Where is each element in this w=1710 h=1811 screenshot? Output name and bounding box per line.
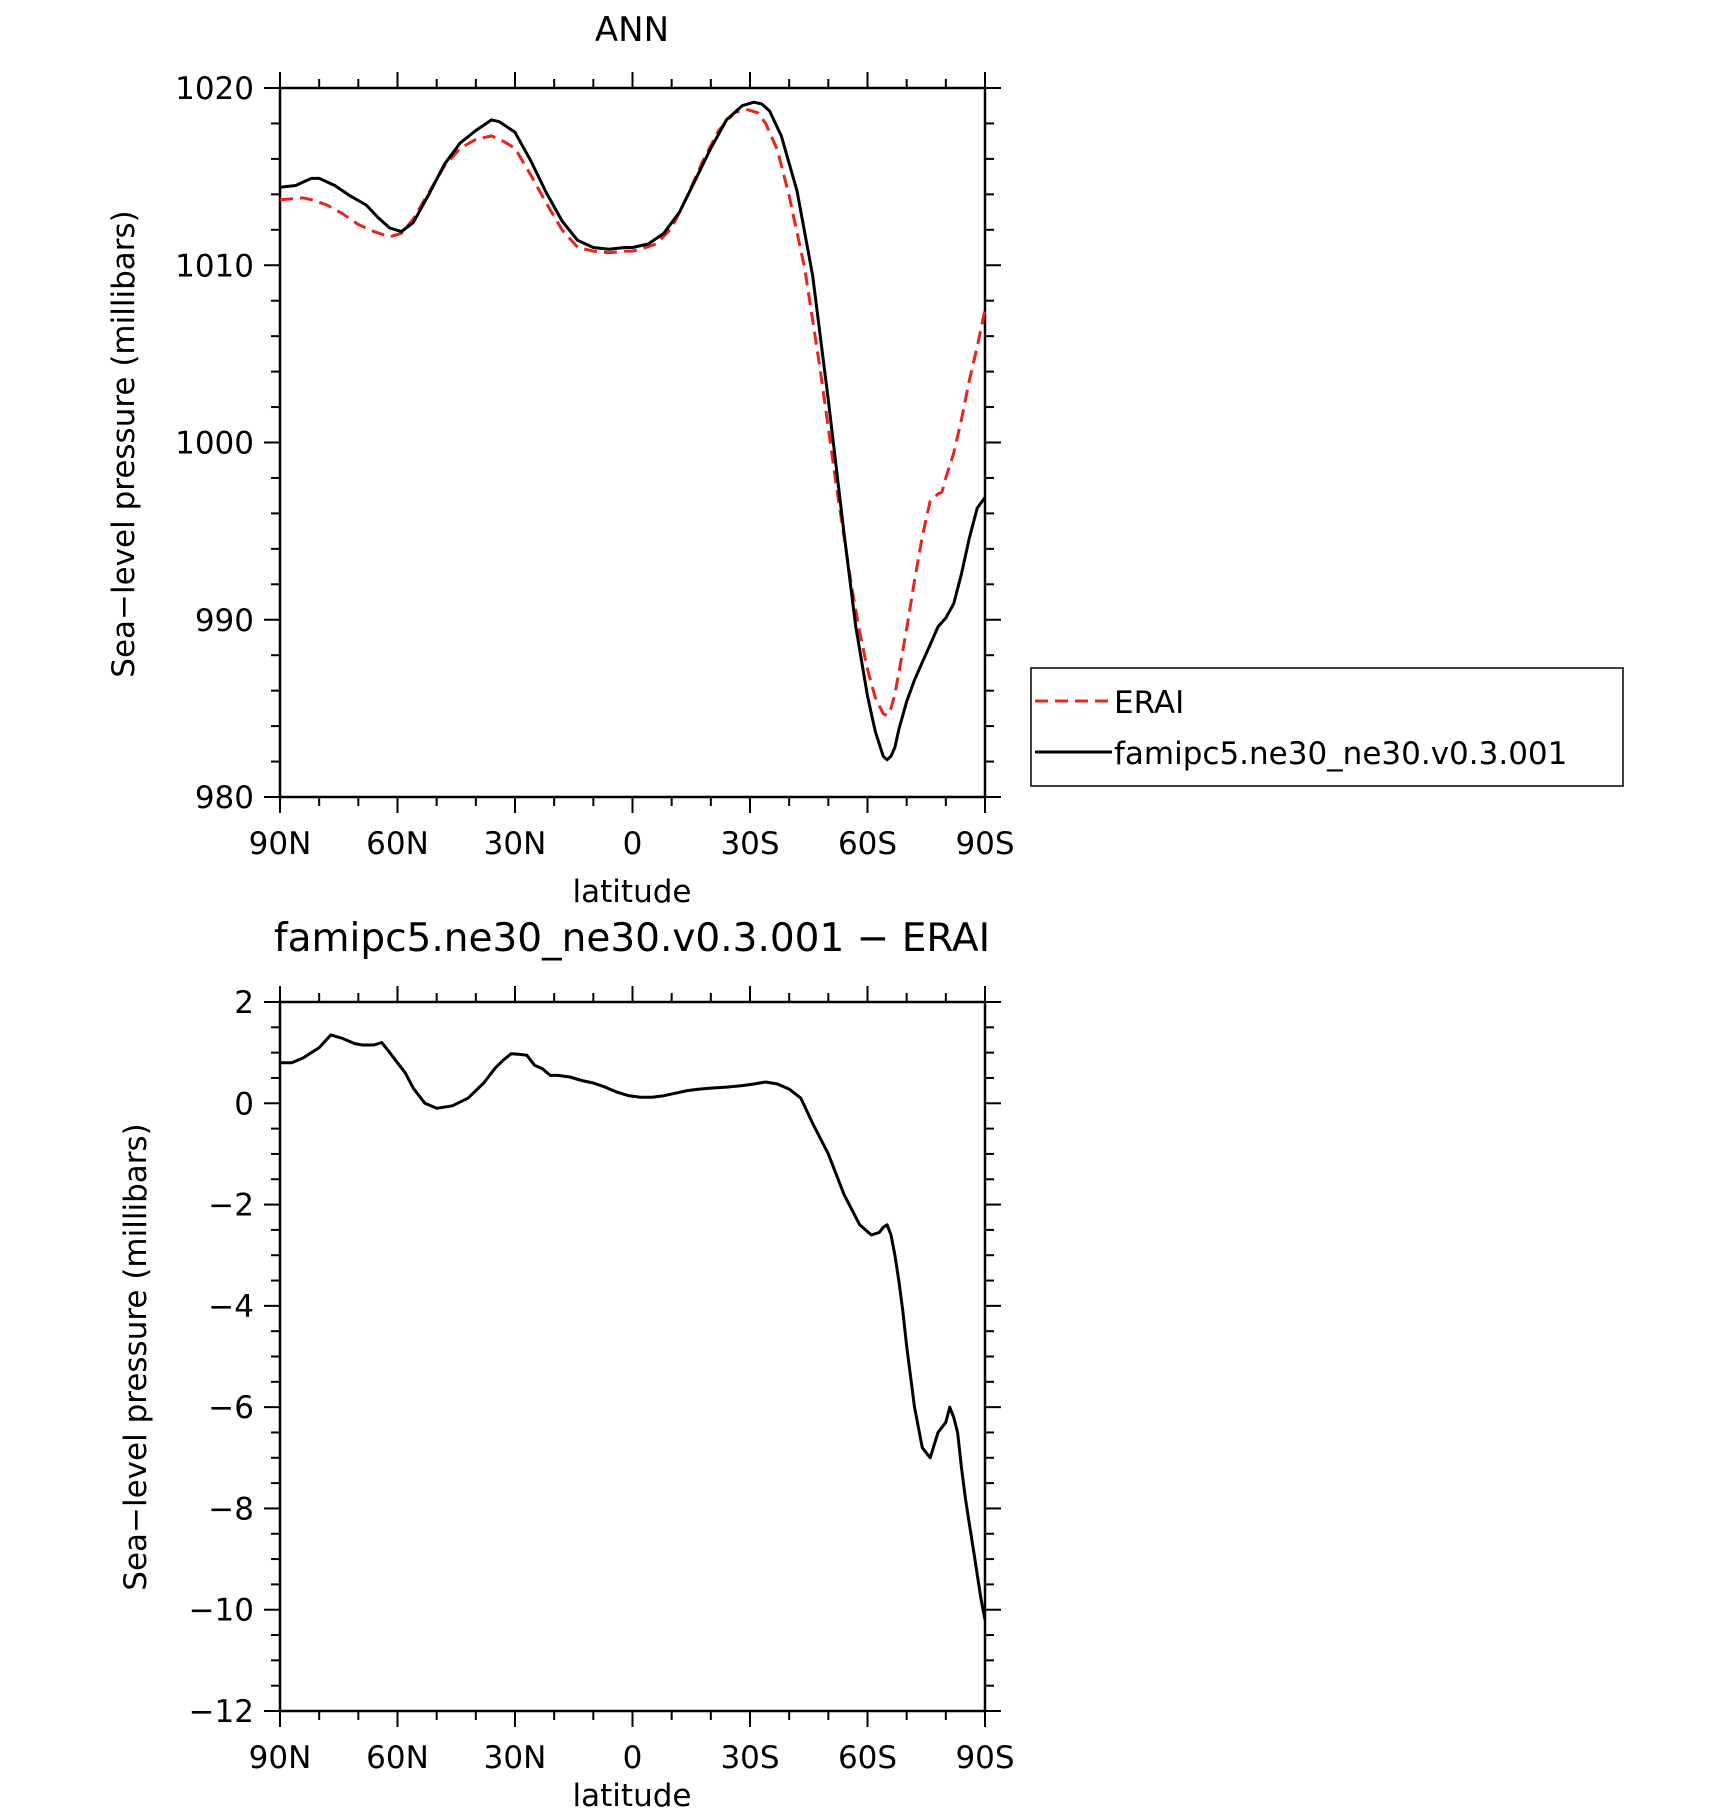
top-chart-panel: ANN Sea−level pressure (millibars) latit… bbox=[106, 10, 1624, 910]
bottom-ytick-label: −2 bbox=[208, 1188, 254, 1224]
bottom-ytick-label: −8 bbox=[208, 1491, 254, 1527]
bottom-series-line-difference bbox=[280, 1033, 987, 1621]
bottom-chart-marks: 90N 60N 30N 0 30S 60S 90S −12 −10 −8 −6 −4 −2 0 2 bbox=[189, 985, 1015, 1776]
top-xtick-label: 30S bbox=[720, 826, 779, 862]
bottom-ytick-label: −10 bbox=[189, 1593, 254, 1629]
top-ytick-label: 1010 bbox=[175, 248, 254, 284]
legend-box bbox=[1030, 667, 1624, 787]
top-xtick-label: 90N bbox=[249, 826, 312, 862]
top-ytick-label: 1020 bbox=[175, 71, 254, 107]
top-chart-xlabel: latitude bbox=[573, 874, 692, 910]
bottom-chart-panel: famipc5.ne30_ne30.v0.3.001 − ERAI Sea−le… bbox=[118, 916, 1015, 1811]
bottom-xtick-label: 30N bbox=[484, 1740, 547, 1776]
legend-model-label: famipc5.ne30_ne30.v0.3.001 bbox=[1114, 736, 1567, 772]
top-xtick-label: 30N bbox=[484, 826, 547, 862]
top-chart-marks: 90N 60N 30N 0 30S 60S 90S 980 990 1000 1010 1020 bbox=[175, 71, 1014, 862]
top-xtick-label: 90S bbox=[955, 826, 1014, 862]
bottom-xtick-label: 30S bbox=[720, 1740, 779, 1776]
top-chart-title: ANN bbox=[595, 10, 669, 50]
top-ytick-label: 980 bbox=[195, 780, 254, 816]
top-ytick-label: 1000 bbox=[175, 426, 254, 462]
bottom-ytick-label: −12 bbox=[189, 1694, 254, 1730]
bottom-xtick-label: 60N bbox=[366, 1740, 429, 1776]
top-chart-ylabel: Sea−level pressure (millibars) bbox=[106, 210, 142, 677]
bottom-chart-ylabel: Sea−level pressure (millibars) bbox=[118, 1123, 154, 1590]
bottom-ytick-label: −4 bbox=[208, 1289, 254, 1325]
bottom-ytick-label: 2 bbox=[234, 985, 254, 1021]
top-series-line-famipc5-ne30-ne30-v0-3-001 bbox=[279, 100, 987, 762]
bottom-ytick-label: −6 bbox=[208, 1390, 254, 1426]
bottom-xtick-label: 90N bbox=[249, 1740, 312, 1776]
bottom-chart-xlabel: latitude bbox=[573, 1778, 692, 1811]
top-xtick-label: 60N bbox=[366, 826, 429, 862]
bottom-xtick-label: 90S bbox=[955, 1740, 1014, 1776]
bottom-xtick-label: 0 bbox=[623, 1740, 643, 1776]
bottom-chart-title: famipc5.ne30_ne30.v0.3.001 − ERAI bbox=[274, 916, 990, 961]
top-xtick-label: 60S bbox=[838, 826, 897, 862]
bottom-xtick-label: 60S bbox=[838, 1740, 897, 1776]
top-chart-legend: ERAI famipc5.ne30_ne30.v0.3.001 bbox=[1030, 667, 1624, 787]
top-xtick-label: 0 bbox=[623, 826, 643, 862]
top-ytick-label: 990 bbox=[195, 603, 254, 639]
legend-erai-label: ERAI bbox=[1114, 685, 1184, 721]
bottom-ytick-label: 0 bbox=[234, 1086, 254, 1122]
